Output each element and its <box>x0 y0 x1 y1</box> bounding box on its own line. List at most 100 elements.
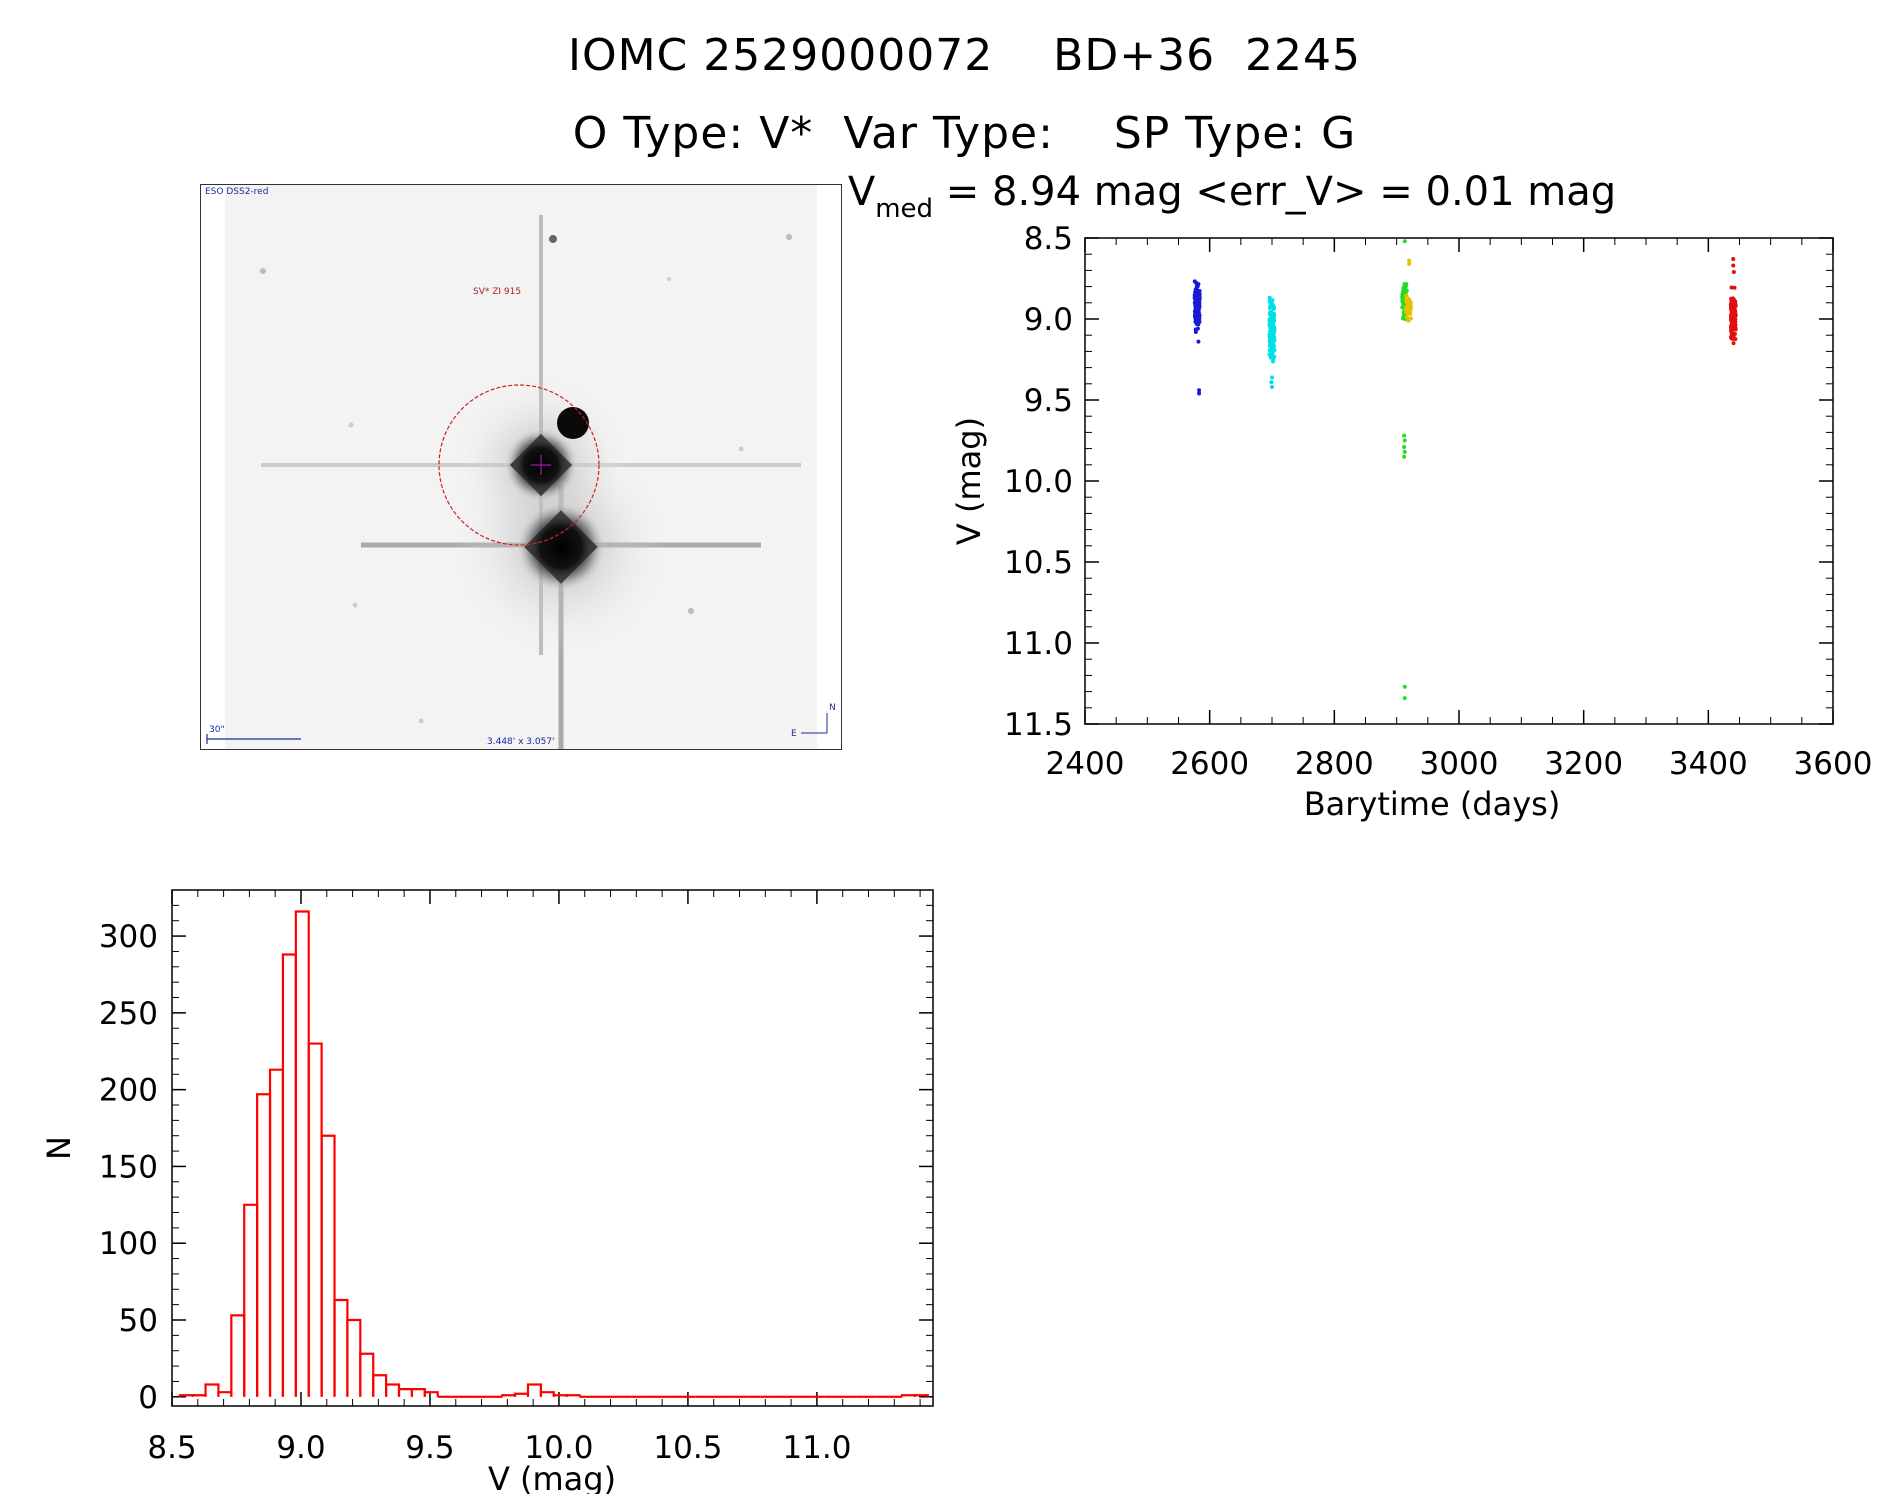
histogram-bar <box>513 1392 530 1397</box>
light-curve-xlabel: Barytime (days) <box>1304 785 1561 823</box>
data-point-series-1 <box>1268 334 1273 339</box>
data-point-series-4 <box>1732 331 1737 336</box>
data-point-series-4 <box>1729 308 1734 313</box>
data-point-series-1 <box>1270 359 1275 364</box>
data-point-series-3 <box>1404 315 1409 320</box>
data-point-series-0 <box>1193 327 1198 332</box>
outlier-point-series-2 <box>1402 239 1407 244</box>
title-rest: = 8.94 mag <err_V> = 0.01 mag <box>933 169 1616 215</box>
outlier-point-series-0 <box>1197 388 1202 393</box>
histogram-xlabel: V (mag) <box>488 1460 616 1494</box>
histogram-bar <box>501 1394 517 1397</box>
histogram-bar <box>552 1394 568 1397</box>
fov-label: 3.448' x 3.057' <box>487 737 555 747</box>
sky-image-svg <box>201 185 841 749</box>
x-tick-label: 3200 <box>1544 746 1623 782</box>
outlier-point-series-3 <box>1407 261 1412 266</box>
x-tick-label: 9.5 <box>405 1430 454 1466</box>
object-label: SV* ZI 915 <box>473 287 522 297</box>
histogram-bar <box>385 1383 401 1397</box>
histogram-bar <box>372 1374 388 1397</box>
data-point-series-1 <box>1267 305 1272 310</box>
histogram-ylabel: N <box>40 1136 78 1160</box>
light-curve-ylabel: V (mag) <box>950 417 988 545</box>
histogram-frame <box>171 889 934 1407</box>
data-point-series-1 <box>1271 320 1276 325</box>
outlier-point-series-0 <box>1196 339 1201 344</box>
data-point-series-1 <box>1271 312 1276 317</box>
outlier-point-series-2 <box>1402 449 1407 454</box>
scale-label: 30" <box>209 725 225 735</box>
stamp-right-margin <box>817 185 841 749</box>
histogram-bar <box>191 1394 207 1397</box>
faint-star <box>260 268 266 274</box>
survey-label: ESO DSS2-red <box>205 187 269 197</box>
data-point-series-1 <box>1272 354 1277 359</box>
data-point-series-4 <box>1732 285 1737 290</box>
histogram-bar <box>230 1314 246 1397</box>
data-point-series-0 <box>1194 281 1199 286</box>
data-point-series-2 <box>1404 281 1409 286</box>
data-point-series-1 <box>1268 355 1273 360</box>
data-point-series-4 <box>1729 336 1734 341</box>
y-tick-label: 11.5 <box>1004 707 1073 743</box>
faint-star <box>688 608 694 614</box>
data-point-series-0 <box>1196 322 1201 327</box>
data-point-series-1 <box>1272 326 1277 331</box>
data-point-series-4 <box>1731 341 1736 346</box>
data-point-series-4 <box>1729 331 1734 336</box>
outlier-point-series-4 <box>1731 270 1736 275</box>
histogram-bar <box>256 1093 272 1397</box>
histogram-bar <box>410 1388 426 1397</box>
compass-east-label: E <box>791 729 797 739</box>
y-tick-label: 11.0 <box>1004 626 1073 662</box>
histogram-bar <box>346 1318 362 1397</box>
title-line-2: O Type: V* Var Type: SP Type: G <box>572 108 1357 159</box>
data-point-series-4 <box>1729 285 1734 290</box>
data-point-series-1 <box>1272 348 1277 353</box>
title-med-subscript: med <box>875 194 933 224</box>
data-point-series-0 <box>1197 293 1202 298</box>
sky-image-stamp: ESO DSS2-red SV* ZI 915 30" 3.448' x 3.0… <box>200 184 842 750</box>
stamp-left-margin <box>201 185 225 749</box>
x-tick-label: 2400 <box>1046 746 1125 782</box>
histogram-bar <box>333 1298 349 1397</box>
data-point-series-1 <box>1267 295 1272 300</box>
outlier-point-series-2 <box>1402 438 1407 443</box>
data-point-series-2 <box>1400 298 1405 303</box>
histogram-bar <box>526 1383 542 1397</box>
light-curve-ticks: 2400 2600 2800 3000 3200 3400 3600 8.5 9.0 9.5 10.… <box>1004 221 1872 782</box>
x-tick-label: 2600 <box>1170 746 1249 782</box>
histogram-bar <box>539 1391 555 1397</box>
compass-north-label: N <box>829 703 836 713</box>
data-point-series-1 <box>1271 337 1276 342</box>
aperture-circle <box>438 384 600 546</box>
histogram-bar <box>900 1394 917 1397</box>
y-tick-label: 250 <box>99 996 158 1032</box>
y-tick-label: 300 <box>99 919 158 955</box>
neighbour-star-halo <box>515 501 607 593</box>
outlier-point-series-1 <box>1270 375 1274 380</box>
faint-star <box>786 234 792 240</box>
light-curve-title: Vmed = 8.94 mag <err_V> = 0.01 mag <box>848 169 1616 224</box>
data-point-series-4 <box>1731 303 1736 308</box>
faint-star <box>738 446 744 452</box>
data-point-series-1 <box>1267 319 1272 324</box>
faint-star <box>348 422 354 428</box>
data-point-series-3 <box>1404 310 1409 315</box>
y-tick-label: 8.5 <box>1024 221 1073 257</box>
data-point-series-0 <box>1193 287 1198 292</box>
x-tick-label: 3400 <box>1669 746 1748 782</box>
data-point-series-0 <box>1193 317 1198 322</box>
title-v: V <box>848 169 876 215</box>
data-point-series-1 <box>1268 324 1273 329</box>
outlier-point-series-2 <box>1402 454 1407 459</box>
histogram-bar <box>281 953 297 1397</box>
x-tick-label: 10.5 <box>653 1430 722 1466</box>
outlier-point-series-0 <box>1197 391 1202 396</box>
data-point-series-3 <box>1405 304 1410 309</box>
data-point-series-3 <box>1404 293 1409 298</box>
histogram-bar <box>268 1068 285 1397</box>
histogram-bar <box>565 1394 581 1397</box>
